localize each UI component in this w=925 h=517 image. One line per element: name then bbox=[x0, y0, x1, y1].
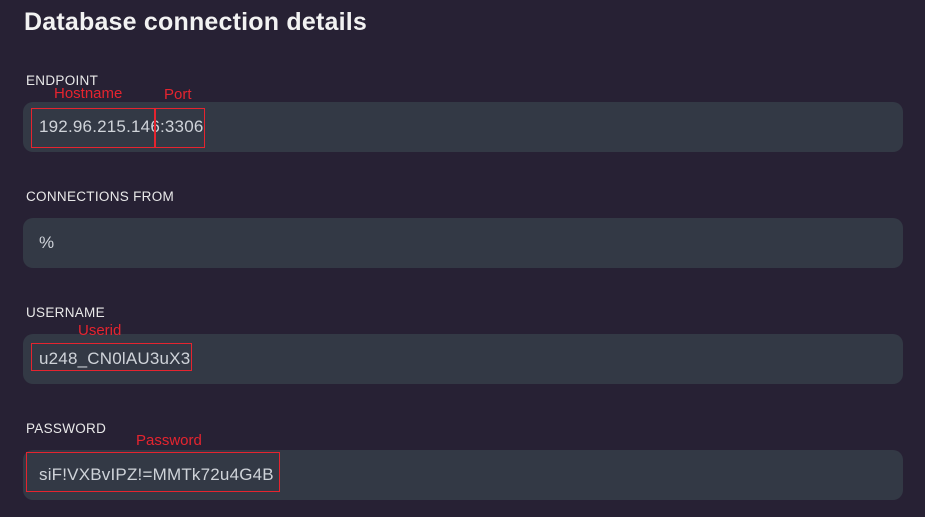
endpoint-field[interactable]: 192.96.215.146:3306 bbox=[23, 102, 903, 152]
username-label: USERNAME bbox=[26, 305, 105, 320]
endpoint-label: ENDPOINT bbox=[26, 73, 99, 88]
username-field[interactable]: u248_CN0lAU3uX3 bbox=[23, 334, 903, 384]
page-title: Database connection details bbox=[24, 8, 367, 36]
connections-from-value: % bbox=[39, 233, 55, 252]
password-value: siF!VXBvIPZ!=MMTk72u4G4B bbox=[39, 465, 274, 484]
endpoint-value: 192.96.215.146:3306 bbox=[39, 117, 204, 136]
connections-from-field[interactable]: % bbox=[23, 218, 903, 268]
connections-from-field-group: CONNECTIONS FROM % bbox=[23, 188, 903, 268]
username-value: u248_CN0lAU3uX3 bbox=[39, 349, 191, 368]
port-annotation-label: Port bbox=[164, 86, 192, 103]
password-label: PASSWORD bbox=[26, 421, 107, 436]
endpoint-field-group: ENDPOINT 192.96.215.146:3306 Hostname Po… bbox=[23, 72, 903, 152]
password-field-group: PASSWORD siF!VXBvIPZ!=MMTk72u4G4B Passwo… bbox=[23, 420, 903, 500]
username-field-group: USERNAME u248_CN0lAU3uX3 Userid bbox=[23, 304, 903, 384]
connections-from-label: CONNECTIONS FROM bbox=[26, 189, 175, 204]
password-field[interactable]: siF!VXBvIPZ!=MMTk72u4G4B bbox=[23, 450, 903, 500]
